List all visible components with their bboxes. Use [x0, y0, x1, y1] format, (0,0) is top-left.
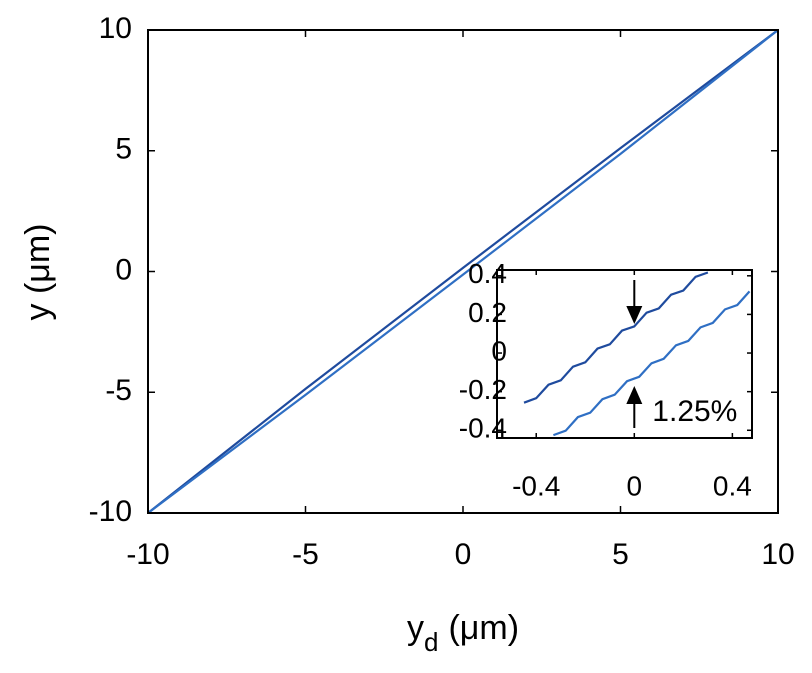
- data-line: [523, 271, 709, 404]
- data-line: [553, 290, 751, 437]
- y-tick-label: 0: [115, 253, 132, 286]
- y-tick-label: 5: [115, 133, 132, 166]
- data-line: [148, 30, 778, 513]
- x-tick-label: 0: [627, 470, 643, 501]
- data-line: [148, 30, 778, 513]
- arrow-head: [626, 386, 643, 404]
- x-axis-label: yd (μm): [407, 609, 519, 657]
- plot-frame: [147, 29, 779, 514]
- plot-frame: [496, 269, 753, 439]
- inset-background: [497, 270, 752, 438]
- y-tick-label: -0.4: [459, 413, 507, 444]
- y-tick-label: -10: [89, 495, 132, 528]
- y-axis-label: y (μm): [19, 223, 57, 320]
- x-tick-label: -5: [292, 538, 319, 571]
- y-tick-label: 10: [99, 12, 132, 45]
- annotation: 1.25%: [652, 395, 737, 428]
- y-tick-label: 0.2: [468, 297, 507, 328]
- x-tick-label: -0.4: [512, 470, 560, 501]
- x-tick-label: 5: [612, 538, 629, 571]
- x-tick-label: 0: [455, 538, 472, 571]
- x-tick-label: 10: [761, 538, 794, 571]
- x-label-sub: d: [424, 627, 438, 657]
- y-tick-label: -0.2: [459, 374, 507, 405]
- y-tick-label: -5: [105, 374, 132, 407]
- x-tick-label: -10: [126, 538, 169, 571]
- arrow-head: [626, 306, 643, 324]
- x-label-base: y: [407, 609, 424, 647]
- x-tick-label: 0.4: [713, 470, 752, 501]
- y-tick-label: 0: [491, 335, 507, 366]
- x-label-unit: (μm): [448, 609, 519, 647]
- y-tick-label: 0.4: [468, 258, 507, 289]
